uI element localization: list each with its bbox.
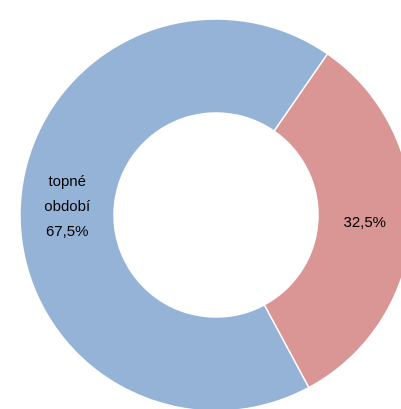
category-label: topné období xyxy=(44,172,91,215)
donut-segment xyxy=(263,52,401,389)
donut-segment xyxy=(19,18,329,409)
value-label: 67,5% xyxy=(45,222,89,240)
value-label: 32,5% xyxy=(343,214,387,232)
